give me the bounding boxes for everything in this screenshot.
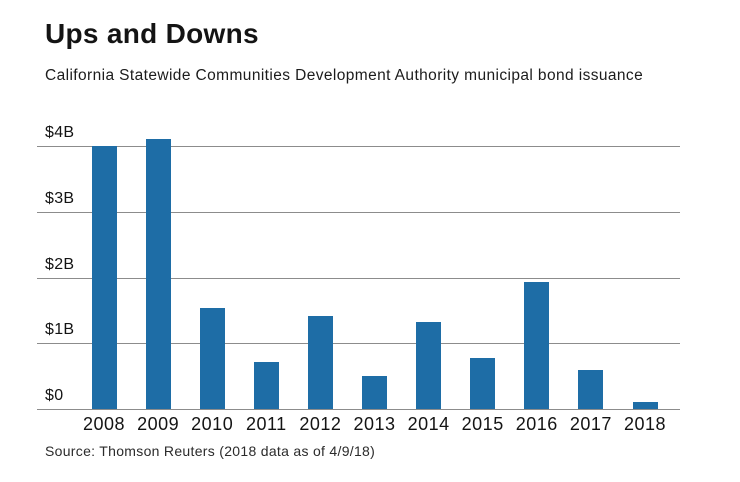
bar-2015 [470,358,496,409]
x-axis-tick-label-2010: 2010 [191,414,234,434]
x-axis-tick-label-2014: 2014 [407,414,450,434]
x-axis-tick-label-2015: 2015 [461,414,504,434]
x-axis-tick-label-2016: 2016 [515,414,558,434]
gridline-3b [37,211,680,213]
chart-title: Ups and Downs [45,18,259,49]
y-axis-tick-label: $4B [45,124,75,141]
bar-2009 [145,139,171,409]
bar-2014 [416,322,442,409]
x-axis-tick-label-2013: 2013 [353,414,396,434]
bar-2012 [307,315,333,409]
gridline-2b [37,277,680,279]
x-axis-tick-label-2018: 2018 [623,414,667,434]
bar-2018 [632,401,658,409]
bar-2010 [199,308,225,409]
x-axis-tick-label-2009: 2009 [137,414,180,434]
gridline-0 [37,409,680,410]
y-axis-tick-label: $2B [45,255,75,273]
bar-2011 [253,361,279,409]
bar-2017 [578,369,604,409]
x-axis-tick-label-2017: 2017 [569,414,612,434]
y-axis-tick-label: $3B [45,189,75,207]
x-axis-tick-label-2012: 2012 [299,414,342,434]
bar-2013 [362,376,387,409]
gridline-1b [37,343,680,345]
gridline-4b [37,146,680,147]
chart-subtitle: California Statewide Communities Develop… [45,67,644,84]
bar-2008 [91,146,117,409]
x-axis-tick-label-2008: 2008 [82,414,126,434]
y-axis-tick-label: $1B [45,321,75,339]
y-axis-tick-label: $0 [45,387,64,404]
source-note: Source: Thomson Reuters (2018 data as of… [45,443,376,459]
bar-2016 [524,282,550,409]
x-axis-tick-label-2011: 2011 [245,414,287,434]
